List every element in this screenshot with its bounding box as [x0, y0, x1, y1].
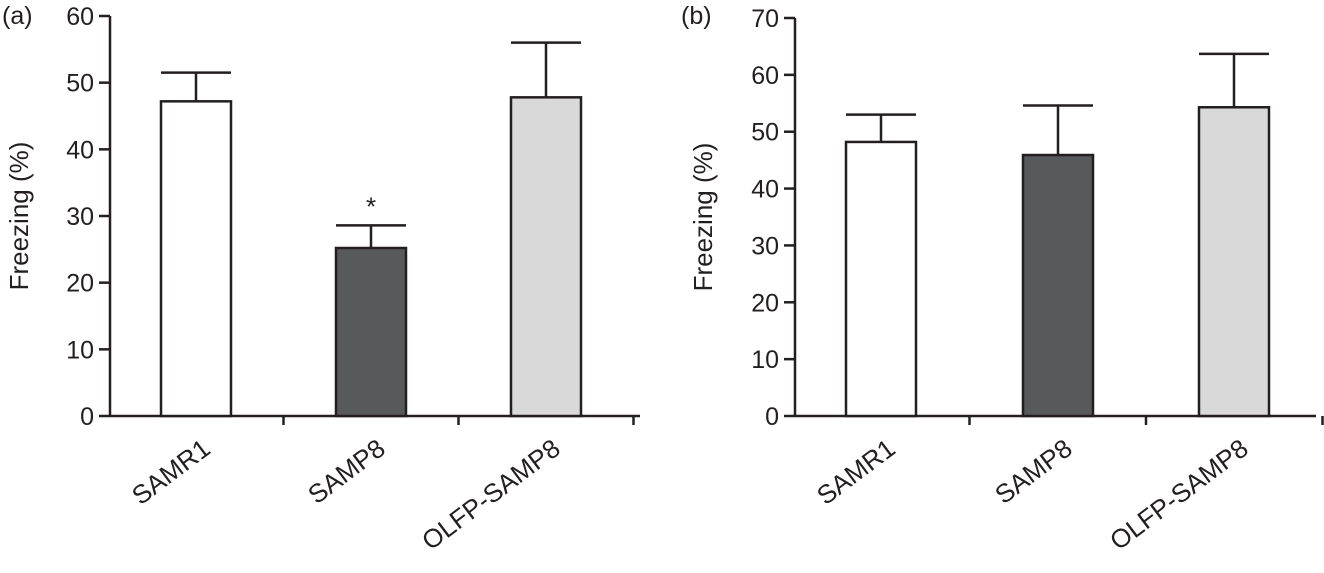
y-tick-label: 50 — [751, 119, 779, 147]
category-label: SAMP8 — [989, 433, 1077, 510]
category-label: SAMR1 — [126, 433, 216, 511]
y-tick-label: 30 — [66, 203, 94, 231]
chart-panel-a: (a) 0 10 20 30 40 50 60 Freezing (%) SAMR1 * SAMP8 O… — [2, 2, 640, 556]
y-tick-label: 60 — [751, 62, 779, 90]
y-tick-label: 10 — [66, 336, 94, 364]
y-tick-label: 60 — [66, 3, 94, 31]
panel-label: (b) — [681, 2, 712, 30]
y-tick-label: 40 — [66, 136, 94, 164]
bar-samp8 — [334, 246, 408, 418]
category-label: SAMP8 — [302, 433, 390, 510]
bar-olfp-samp8 — [1197, 106, 1271, 418]
y-axis-title: Freezing (%) — [4, 142, 34, 291]
y-tick-label: 20 — [751, 289, 779, 317]
bar-samr1 — [844, 140, 918, 418]
y-tick-label: 30 — [751, 232, 779, 260]
panel-label: (a) — [2, 2, 33, 30]
bar-olfp-samp8 — [509, 96, 583, 418]
significance-marker: * — [366, 191, 376, 221]
bar-samr1 — [159, 100, 233, 418]
category-label: OLFP-SAMP8 — [416, 433, 566, 556]
y-tick-label: 0 — [80, 403, 94, 431]
bar-samp8 — [1021, 153, 1095, 418]
y-tick-label: 70 — [751, 5, 779, 33]
category-label: OLFP-SAMP8 — [1104, 433, 1254, 556]
y-tick-label: 50 — [66, 70, 94, 98]
y-axis-title: Freezing (%) — [688, 143, 718, 292]
category-label: SAMR1 — [811, 433, 901, 511]
chart-panel-b: (b) 0 10 20 30 40 50 60 70 Freezing (%) SAMR1 SAMP8… — [681, 2, 1324, 556]
y-tick-label: 0 — [765, 403, 779, 431]
y-tick-label: 10 — [751, 346, 779, 374]
y-tick-label: 20 — [66, 270, 94, 298]
y-tick-label: 40 — [751, 176, 779, 204]
